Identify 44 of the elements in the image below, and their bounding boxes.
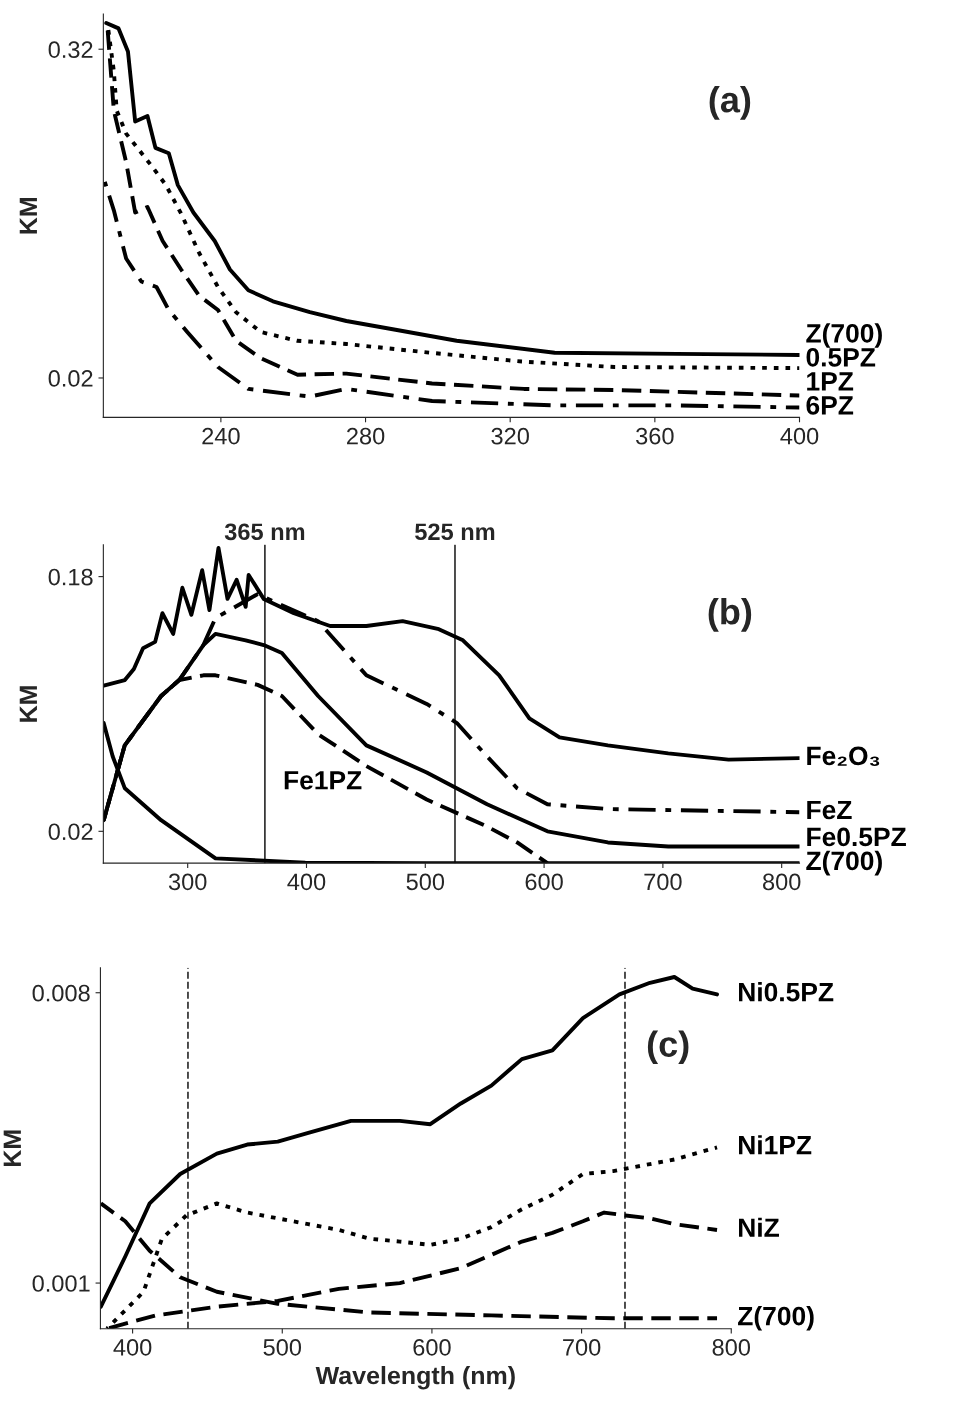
x-tick-label: 800 (763, 873, 801, 891)
series-label: Fe₂O₃ (807, 746, 880, 766)
y-tick-label: 0.32 (48, 41, 93, 59)
series-label: Z(700) (738, 1306, 814, 1331)
y-tick-label: 0.18 (48, 568, 93, 586)
x-tick-label: 360 (636, 427, 674, 445)
series-label: Ni1PZ (739, 1135, 812, 1155)
y-axis-title: KM (19, 198, 37, 234)
series-label: FeZ (807, 800, 852, 820)
x-tick-label: 700 (644, 873, 682, 891)
x-tick-label: 400 (287, 873, 326, 891)
y-axis-title: KM (3, 1130, 21, 1167)
series-label: Fe1PZ (284, 771, 362, 790)
series-label: 0.5PZ (806, 347, 876, 367)
y-tick-label: 0.001 (32, 1275, 90, 1292)
x-tick-label: 600 (525, 873, 563, 891)
x-tick-label: 320 (491, 427, 529, 445)
x-tick-label: 600 (413, 1339, 451, 1356)
series-label: Ni0.5PZ (739, 982, 834, 1002)
x-tick-label: 800 (712, 1339, 751, 1356)
series-label: Z(700) (806, 850, 882, 876)
y-axis-title: KM (19, 686, 37, 722)
annotation: (a) (709, 86, 751, 120)
ref-line-label: 365 nm (224, 523, 305, 541)
x-tick-label: 240 (202, 427, 240, 445)
x-tick-label: 700 (563, 1339, 601, 1356)
x-tick-label: 500 (406, 873, 445, 891)
x-tick-label: 400 (780, 427, 819, 445)
series-label: 6PZ (806, 395, 854, 415)
series-label: Z(700) (806, 323, 882, 348)
x-tick-label: 400 (113, 1339, 152, 1356)
series-label: 1PZ (807, 372, 854, 391)
x-tick-label: 300 (168, 873, 207, 891)
annotation: (c) (647, 1030, 689, 1065)
ref-line-label: 525 nm (415, 523, 495, 541)
series-label: Fe0.5PZ (807, 827, 906, 847)
x-tick-label: 280 (347, 427, 385, 445)
x-axis-title: Wavelength (nm) (315, 1365, 515, 1390)
series-label: NiZ (739, 1217, 779, 1237)
y-tick-label: 0.008 (32, 984, 90, 1002)
y-tick-label: 0.02 (48, 370, 93, 387)
x-tick-label: 500 (263, 1339, 302, 1356)
annotation: (b) (708, 597, 752, 632)
y-tick-label: 0.02 (48, 823, 93, 841)
